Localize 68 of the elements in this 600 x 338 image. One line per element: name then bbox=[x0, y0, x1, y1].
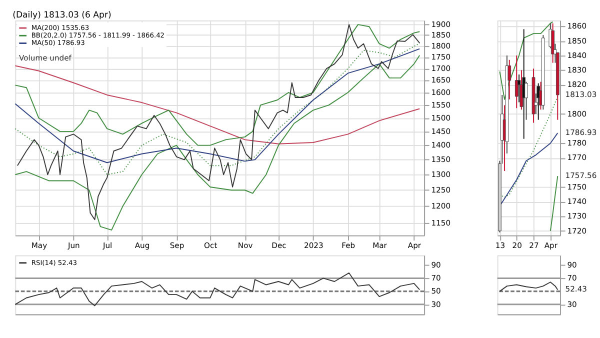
x-tick-label: 20 bbox=[512, 241, 522, 250]
y-tick-label: 1800 bbox=[567, 109, 587, 118]
line-series bbox=[499, 282, 558, 292]
line-series bbox=[14, 272, 420, 306]
x-tick-label: Feb bbox=[342, 241, 356, 250]
annotation: Volume undef bbox=[19, 53, 72, 62]
y-tick-label: 70 bbox=[431, 274, 442, 283]
annotation: 1757.56 bbox=[565, 170, 597, 180]
annotation: 1786.93 bbox=[565, 128, 597, 137]
y-tick-label: 1900 bbox=[431, 20, 451, 29]
y-tick-label: 1450 bbox=[431, 126, 451, 136]
x-tick-label: Apr bbox=[408, 241, 422, 250]
x-tick-label: Sep bbox=[170, 241, 184, 250]
x-tick-label: Oct bbox=[204, 241, 218, 250]
y-tick-label: 1780 bbox=[567, 138, 587, 148]
line-series bbox=[14, 24, 420, 146]
x-tick-label: Jul bbox=[102, 241, 112, 250]
line-series bbox=[499, 132, 558, 207]
candlestick bbox=[524, 81, 528, 120]
y-tick-label: 1800 bbox=[431, 41, 451, 50]
y-tick-label: 70 bbox=[567, 274, 578, 283]
x-tick-label: May bbox=[31, 241, 48, 250]
line-series bbox=[14, 65, 420, 144]
x-tick-label: Dec bbox=[272, 241, 286, 250]
y-tick-label: 1850 bbox=[431, 30, 451, 40]
y-tick-label: 90 bbox=[567, 260, 578, 270]
y-tick-label: 1850 bbox=[567, 36, 587, 46]
x-tick-label: 13 bbox=[495, 241, 506, 250]
y-tick-label: 1200 bbox=[431, 202, 451, 211]
x-tick-label: Jun bbox=[67, 241, 80, 250]
y-tick-label: 30 bbox=[567, 300, 578, 309]
x-tick-label: Mar bbox=[372, 241, 388, 250]
x-tick-label: 27 bbox=[529, 241, 539, 250]
chart-title: (Daily) 1813.03 (6 Apr) bbox=[12, 10, 112, 21]
y-tick-label: 1150 bbox=[431, 218, 451, 228]
y-tick-label: 1700 bbox=[431, 64, 451, 73]
y-tick-label: 1750 bbox=[567, 182, 587, 192]
y-tick-label: 1750 bbox=[431, 52, 451, 62]
y-tick-label: 50 bbox=[431, 286, 442, 296]
y-tick-label: 1860 bbox=[567, 22, 587, 31]
candlestick bbox=[551, 22, 554, 64]
y-tick-label: 1820 bbox=[567, 80, 587, 90]
y-tick-label: 1300 bbox=[431, 170, 451, 179]
y-tick-label: 1730 bbox=[567, 212, 587, 221]
y-tick-label: 1720 bbox=[567, 226, 587, 236]
line-series bbox=[550, 176, 558, 232]
y-tick-label: 1770 bbox=[567, 153, 587, 162]
y-tick-label: 90 bbox=[431, 260, 442, 270]
y-tick-label: 1250 bbox=[431, 186, 451, 194]
y-tick-label: 1400 bbox=[431, 140, 451, 150]
y-tick-label: 1350 bbox=[431, 155, 451, 164]
y-tick-label: 1740 bbox=[567, 197, 587, 206]
annotation: 52.43 bbox=[565, 284, 588, 294]
y-tick-label: 1600 bbox=[431, 88, 451, 97]
y-tick-label: 1550 bbox=[431, 100, 451, 110]
y-tick-label: 1650 bbox=[431, 76, 451, 85]
annotation: 1813.03 bbox=[565, 90, 597, 99]
line-series bbox=[16, 24, 420, 220]
x-tick-label: Apr bbox=[544, 241, 558, 250]
x-tick-label: 2023 bbox=[304, 241, 324, 250]
y-tick-label: 1500 bbox=[431, 113, 451, 122]
x-tick-label: Nov bbox=[238, 241, 254, 250]
line-series bbox=[14, 54, 420, 231]
line-series bbox=[499, 21, 554, 100]
y-tick-label: 1840 bbox=[567, 50, 587, 60]
y-tick-label: 1830 bbox=[567, 66, 587, 74]
y-tick-label: 30 bbox=[431, 300, 442, 309]
x-tick-label: Aug bbox=[134, 241, 150, 250]
